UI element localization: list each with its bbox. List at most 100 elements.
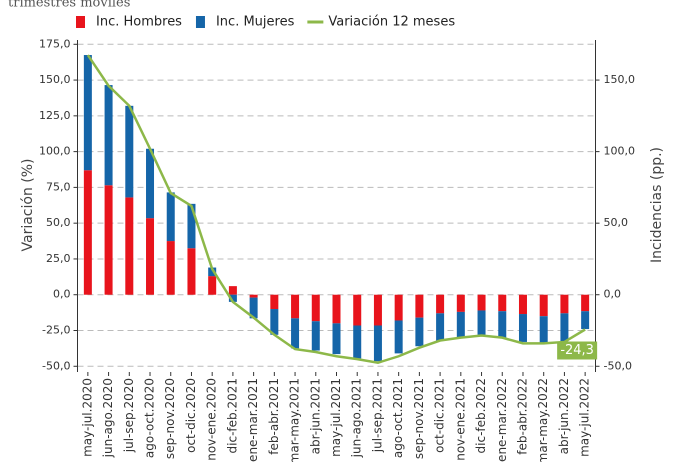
bar bbox=[208, 276, 217, 295]
x-tick-label: may-jul.2021 bbox=[329, 378, 343, 457]
data-label: -24,3 bbox=[560, 343, 594, 358]
y2-tick-label: -50,0 bbox=[604, 359, 632, 372]
x-tick-label: ago-oct.2021 bbox=[391, 378, 405, 458]
legend-label: Inc. Hombres bbox=[96, 15, 182, 30]
line bbox=[86, 54, 586, 364]
x-tick-label: ago-oct.2020 bbox=[143, 378, 157, 458]
x-tick-label: jun-ago.2020 bbox=[101, 378, 115, 458]
bar bbox=[291, 294, 300, 319]
x-tick-label: may-jul.2022 bbox=[578, 378, 592, 457]
bar bbox=[146, 148, 155, 219]
y2-axis-title: Incidencias (pp.) bbox=[649, 147, 665, 263]
bar bbox=[187, 203, 196, 249]
bar bbox=[436, 313, 445, 341]
bar bbox=[498, 311, 507, 338]
bar bbox=[311, 321, 320, 351]
legend-label: Variación 12 meses bbox=[328, 15, 455, 30]
x-tick-label: sep-nov.2020 bbox=[163, 378, 177, 459]
y-tick-label: 150,0 bbox=[39, 73, 71, 86]
bar bbox=[436, 294, 445, 314]
x-tick-label: abr-jun.2021 bbox=[308, 378, 322, 454]
bar bbox=[83, 55, 92, 171]
x-tick-label: jul-sep.2021 bbox=[370, 378, 384, 453]
bar bbox=[104, 185, 113, 295]
bar bbox=[560, 294, 569, 314]
x-tick-label: nov-ene.2021 bbox=[453, 378, 467, 461]
x-tick-label: jul-sep.2020 bbox=[122, 378, 136, 453]
bar bbox=[415, 294, 424, 318]
x-tick-label: oct-dic.2020 bbox=[184, 378, 198, 453]
bar bbox=[187, 248, 196, 295]
y-tick-label: 100,0 bbox=[39, 145, 71, 158]
y2-tick-label: 150,0 bbox=[604, 73, 636, 86]
x-tick-label: ene-mar.2021 bbox=[246, 378, 260, 462]
bar bbox=[353, 294, 362, 326]
legend-swatch bbox=[195, 16, 205, 28]
bar bbox=[353, 325, 362, 359]
x-tick-label: feb-abr.2022 bbox=[515, 378, 529, 455]
bar bbox=[373, 294, 382, 326]
y-tick-label: -50,0 bbox=[42, 359, 70, 372]
bar bbox=[518, 294, 527, 315]
x-tick-label: jun-ago.2021 bbox=[350, 378, 364, 458]
bar bbox=[249, 297, 258, 319]
x-tick-label: oct-dic.2021 bbox=[433, 378, 447, 453]
x-tick-label: dic-feb.2021 bbox=[225, 378, 239, 453]
bar bbox=[332, 294, 341, 324]
bar bbox=[228, 294, 237, 302]
y-axis-title: Variación (%) bbox=[20, 159, 36, 252]
data-label-bg bbox=[557, 341, 598, 360]
bar bbox=[394, 294, 403, 321]
y2-tick-label: 50,0 bbox=[604, 216, 629, 229]
x-tick-label: dic-feb.2022 bbox=[474, 378, 488, 453]
y-tick-label: 75,0 bbox=[46, 180, 71, 193]
x-tick-label: mar-may.2021 bbox=[288, 378, 302, 462]
bar bbox=[83, 170, 92, 295]
bar bbox=[332, 323, 341, 355]
bar bbox=[270, 294, 279, 310]
x-tick-label: nov-ene.2020 bbox=[205, 378, 219, 461]
x-tick-label: mar-may.2022 bbox=[536, 378, 550, 462]
bar bbox=[166, 241, 175, 295]
bar bbox=[208, 267, 217, 277]
y-tick-label: 175,0 bbox=[39, 37, 71, 50]
bar bbox=[518, 314, 527, 342]
chart-title: trimestres móviles bbox=[8, 0, 130, 11]
y-tick-label: -25,0 bbox=[42, 324, 70, 337]
x-tick-label: ene-mar.2022 bbox=[495, 378, 509, 462]
bar bbox=[560, 313, 569, 342]
bar bbox=[311, 294, 320, 322]
bar bbox=[270, 309, 279, 335]
y-tick-label: 50,0 bbox=[46, 216, 71, 229]
bar bbox=[415, 317, 424, 347]
bar bbox=[456, 311, 465, 338]
bar bbox=[539, 316, 548, 344]
bar bbox=[539, 294, 548, 317]
bar bbox=[146, 218, 155, 295]
bar bbox=[477, 310, 486, 335]
x-tick-label: may-jul.2020 bbox=[80, 378, 94, 457]
y-tick-label: 125,0 bbox=[39, 109, 71, 122]
bar bbox=[477, 294, 486, 311]
legend-swatch bbox=[76, 16, 85, 28]
bar bbox=[498, 294, 507, 312]
bar bbox=[394, 320, 403, 354]
x-tick-label: sep-nov.2021 bbox=[412, 378, 426, 459]
y-tick-label: 0,0 bbox=[53, 288, 71, 301]
legend-label: Inc. Mujeres bbox=[216, 15, 295, 30]
x-tick-label: feb-abr.2021 bbox=[267, 378, 281, 455]
bar bbox=[228, 286, 237, 295]
y2-tick-label: 0,0 bbox=[604, 288, 622, 301]
bar bbox=[581, 311, 590, 330]
y2-tick-label: 100,0 bbox=[604, 145, 636, 158]
bar bbox=[291, 318, 300, 349]
y-tick-label: 25,0 bbox=[46, 252, 71, 265]
bar bbox=[166, 192, 175, 242]
bar bbox=[125, 105, 134, 198]
bar bbox=[104, 85, 113, 186]
bar bbox=[581, 294, 590, 312]
bar bbox=[456, 294, 465, 312]
bar bbox=[249, 294, 258, 298]
bar bbox=[373, 325, 382, 362]
